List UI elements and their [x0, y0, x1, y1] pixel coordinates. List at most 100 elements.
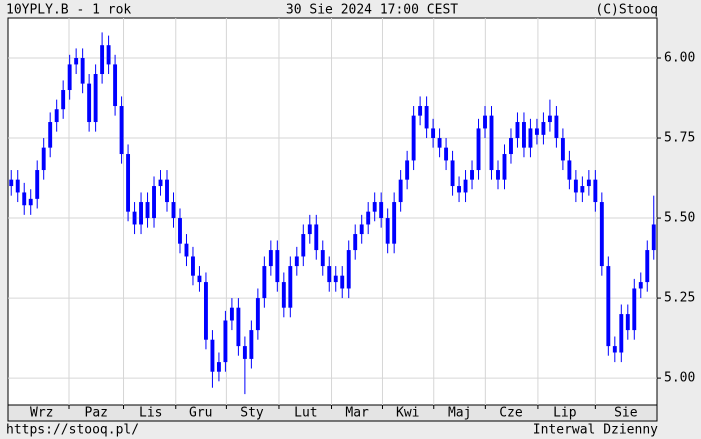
candle-body — [178, 218, 182, 244]
candle-body — [612, 346, 617, 353]
x-tick-label: Lip — [553, 406, 577, 421]
candle-body — [509, 138, 513, 155]
candle-body — [431, 128, 436, 139]
candle-body — [651, 224, 656, 251]
x-tick-label: Sie — [614, 406, 638, 421]
candle-body — [275, 250, 280, 283]
candle-body — [48, 122, 53, 148]
candle-body — [61, 90, 66, 110]
candle-body — [132, 211, 137, 225]
candle-body — [625, 314, 630, 331]
candle-body — [320, 250, 325, 267]
candle-body — [366, 211, 371, 225]
candle-body — [554, 115, 559, 139]
candle-body — [171, 202, 176, 219]
candle-body — [411, 115, 416, 161]
candle-body — [106, 45, 111, 65]
candle-body — [359, 224, 364, 235]
x-axis-strip — [7, 404, 658, 422]
candle-body — [586, 179, 591, 187]
candle-body — [87, 83, 92, 123]
candle-body — [560, 138, 565, 161]
candle-body — [119, 106, 124, 155]
candle-body — [191, 256, 195, 276]
candle-body — [249, 330, 254, 359]
candle-body — [229, 307, 234, 321]
y-tick-label: 5.00 — [664, 371, 695, 386]
candle-body — [41, 147, 46, 171]
candle-body — [599, 202, 604, 267]
candle-body — [139, 202, 143, 225]
candle-body — [379, 202, 384, 219]
candle-body — [502, 154, 507, 180]
candle-body — [268, 250, 273, 267]
y-tick-label: 5.50 — [664, 211, 695, 226]
x-tick-label: Gru — [189, 406, 212, 421]
x-tick-label: Lis — [139, 406, 162, 421]
candle-body — [619, 314, 624, 353]
candle-body — [463, 179, 468, 193]
candle-body — [392, 202, 397, 244]
candle-body — [210, 339, 215, 372]
candle-body — [236, 307, 241, 347]
candle-body — [333, 275, 338, 283]
candle-body — [470, 170, 474, 180]
candle-body — [567, 160, 572, 180]
candle-body — [184, 243, 189, 257]
candle-body — [515, 122, 520, 139]
candle-body — [483, 115, 487, 129]
candle-body — [632, 288, 637, 331]
candle-body — [281, 282, 286, 308]
candle-body — [80, 58, 85, 84]
interval: Interwal Dzienny — [533, 423, 658, 438]
chart-title: 10YPLY.B - 1 rok — [6, 3, 131, 18]
x-tick-label: Maj — [448, 406, 471, 421]
candle-body — [15, 179, 20, 193]
candle-body — [294, 256, 299, 267]
candle-body — [152, 186, 156, 219]
candle-body — [496, 170, 500, 180]
candle-body — [489, 115, 494, 171]
candle-body — [197, 275, 202, 283]
candle-body — [288, 266, 293, 308]
x-tick-label: Lut — [294, 406, 317, 421]
candle-body — [606, 266, 611, 347]
candle-body — [398, 179, 403, 203]
y-tick-label: 6.00 — [664, 51, 695, 66]
candle-body — [223, 320, 228, 363]
y-tick-label: 5.75 — [664, 131, 695, 146]
candle-body — [28, 198, 33, 206]
candle-body — [418, 106, 423, 116]
candle-body — [216, 362, 221, 372]
candle-body — [372, 202, 377, 212]
candle-body — [340, 275, 345, 289]
plot-area — [7, 17, 658, 406]
candle-body — [314, 224, 319, 251]
candle-body — [158, 179, 163, 187]
candle-body — [573, 179, 578, 193]
candle-body — [203, 282, 208, 340]
candle-body — [113, 64, 118, 107]
candle-body — [645, 250, 650, 283]
candle-body — [242, 346, 247, 359]
candle-body — [580, 186, 585, 193]
x-tick-label: Wrz — [30, 406, 53, 421]
candle-body — [145, 202, 150, 219]
candle-body — [541, 122, 546, 135]
candle-body — [593, 179, 598, 203]
candle-body — [301, 234, 306, 257]
candle-body — [476, 128, 481, 171]
x-tick-label: Paz — [85, 406, 108, 421]
url: https://stooq.pl/ — [6, 423, 139, 438]
candle-body — [35, 170, 40, 199]
x-tick-label: Kwi — [396, 406, 419, 421]
candle-body — [126, 154, 131, 212]
candle-body — [444, 147, 449, 161]
candle-body — [54, 109, 59, 123]
x-tick-label: Sty — [240, 406, 264, 421]
candle-body — [424, 106, 429, 129]
candle-body — [528, 128, 533, 148]
candle-body — [327, 266, 332, 283]
